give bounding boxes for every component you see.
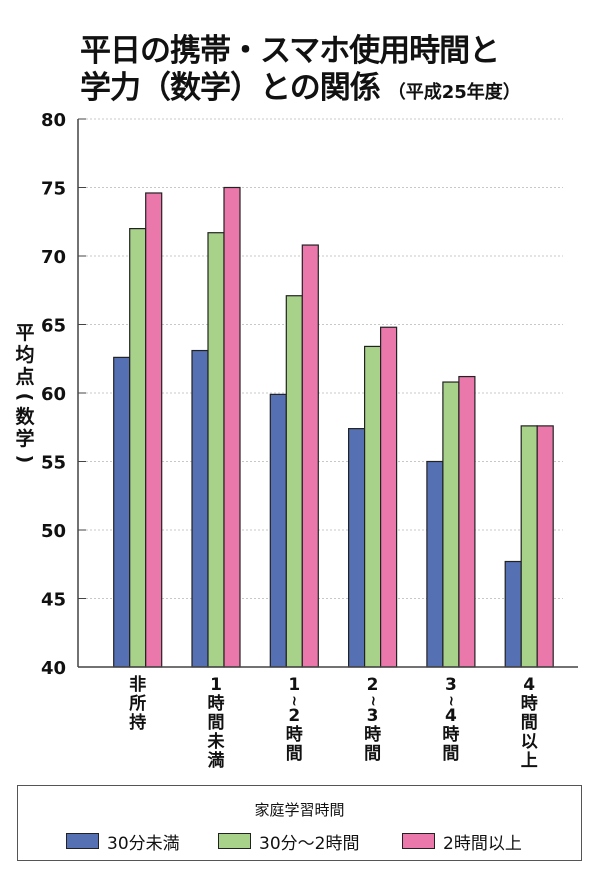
bar (145, 192, 163, 668)
bar (426, 460, 444, 668)
bar (520, 425, 538, 668)
y-tick-label: 70 (41, 247, 66, 268)
legend-item-over-2h: 2時間以上 (402, 830, 522, 854)
legend-title: 家庭学習時間 (254, 801, 345, 819)
legend-item-30min-2h: 30分〜2時間 (218, 830, 360, 854)
bar (380, 326, 398, 668)
bar (301, 244, 319, 668)
y-tick-label: 40 (41, 658, 66, 679)
legend-label: 30分〜2時間 (259, 833, 360, 854)
y-tick-label: 60 (41, 384, 66, 405)
bar (348, 428, 366, 668)
bar (364, 345, 382, 668)
legend-items: 30分未満 30分〜2時間 2時間以上 (18, 830, 581, 854)
legend-label: 2時間以上 (443, 833, 522, 854)
bar (191, 349, 209, 668)
y-tick-label: 45 (41, 590, 66, 611)
bar (223, 186, 241, 668)
y-tick-label: 80 (41, 110, 66, 131)
legend-swatch-blue (66, 833, 99, 849)
bar (442, 381, 460, 668)
bar (269, 393, 287, 668)
x-tick-label: 非所持 (129, 675, 147, 733)
bar (536, 425, 554, 668)
bar (129, 228, 147, 668)
bar (207, 232, 225, 668)
bar-chart: 40 45 50 55 60 65 70 75 80 (41, 110, 578, 679)
x-tick-label: 1 ~2 時間 (285, 675, 303, 764)
bar (113, 356, 131, 668)
legend-item-under-30min: 30分未満 (66, 830, 180, 854)
chart-title-main: 学力（数学）との関係 (80, 70, 381, 106)
chart-subtitle: （平成25年度） (387, 82, 521, 103)
y-axis-label: 平均点(数学) (14, 322, 36, 464)
y-tick-label: 65 (41, 316, 66, 337)
legend: 家庭学習時間 30分未満 30分〜2時間 2時間以上 (17, 785, 582, 861)
bar (504, 560, 522, 668)
y-tick-label: 55 (41, 453, 66, 474)
y-tick-label: 75 (41, 179, 66, 200)
chart-title-line1: 平日の携帯・スマホ使用時間と (80, 33, 500, 69)
y-tick-label: 50 (41, 521, 66, 542)
x-tick-label: 2 ~3 時間 (364, 675, 382, 764)
legend-swatch-green (218, 833, 251, 849)
bar (458, 375, 476, 668)
bar (285, 295, 303, 668)
legend-swatch-pink (402, 833, 435, 849)
x-tick-label: 3 ~4 時間 (442, 675, 460, 764)
legend-label: 30分未満 (107, 833, 180, 854)
chart-title-line2: 学力（数学）との関係 （平成25年度） (80, 70, 521, 111)
